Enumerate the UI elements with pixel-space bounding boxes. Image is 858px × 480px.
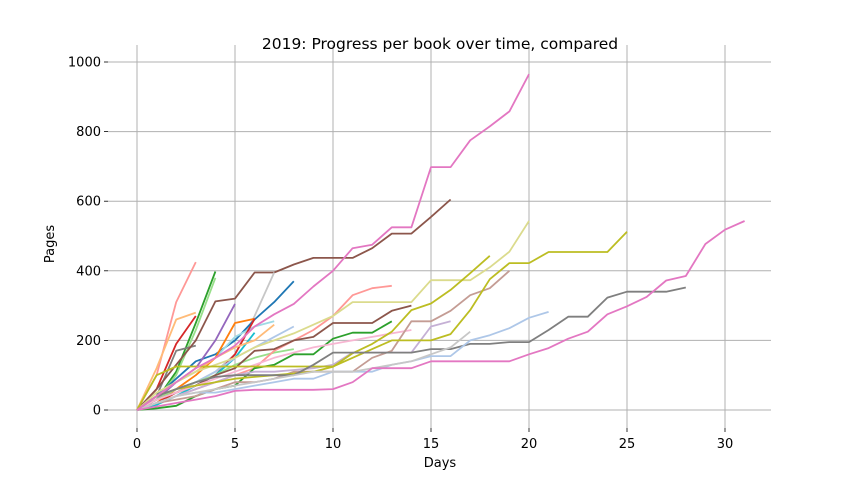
x-tick-label: 5 [231,437,239,452]
y-tick-label: 600 [76,195,101,210]
series-lines [136,73,745,411]
series-line-2 [136,311,197,411]
y-axis-ticks: 0 200 400 600 800 1000 [68,56,108,419]
y-tick-label: 800 [76,125,101,140]
series-line-31 [136,220,745,411]
x-tick-label: 0 [133,437,141,452]
grid [108,45,771,428]
series-line-30 [136,73,530,411]
series-line-29 [136,330,471,411]
series-line-25 [136,231,628,411]
x-tick-label: 25 [619,437,636,452]
y-tick-label: 400 [76,264,101,279]
x-tick-label: 30 [717,437,734,452]
y-axis-label: Pages [43,225,58,263]
series-line-9 [136,280,295,411]
series-line-26 [136,255,491,411]
series-line-27 [136,286,686,411]
chart-title: 2019: Progress per book over time, compa… [262,35,618,53]
x-tick-label: 15 [423,437,440,452]
series-line-19 [136,220,530,411]
y-tick-label: 1000 [68,56,101,71]
x-axis-ticks: 0 5 10 15 20 25 30 [133,428,733,452]
series-line-7 [136,198,452,411]
x-axis-label: Days [424,456,457,471]
x-tick-label: 20 [521,437,538,452]
y-tick-label: 200 [76,334,101,349]
x-tick-label: 10 [325,437,342,452]
y-tick-label: 0 [93,404,101,419]
series-line-23 [136,329,412,411]
